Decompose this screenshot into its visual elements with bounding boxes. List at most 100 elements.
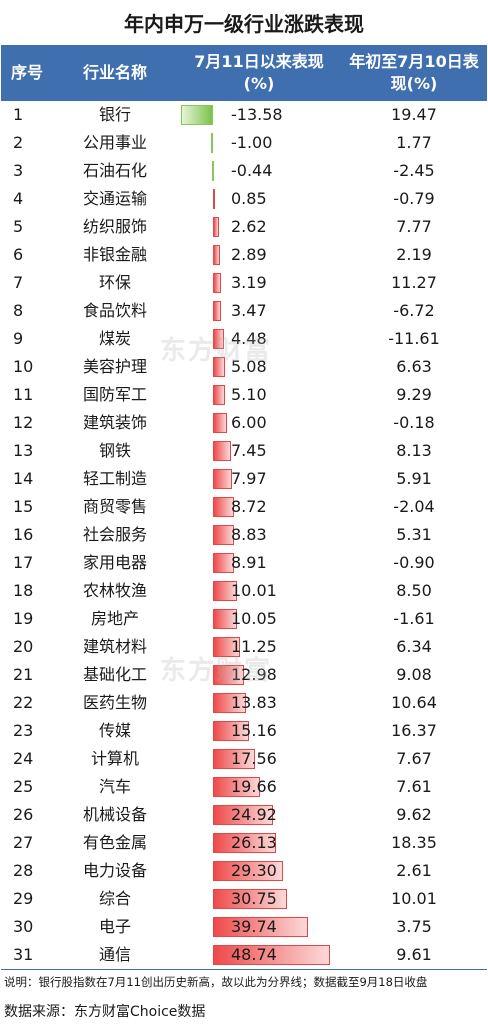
data-bar	[213, 637, 240, 657]
row-ytd-value: 6.34	[396, 637, 432, 656]
row-ytd-value: -2.04	[393, 497, 435, 516]
row-ytd-value: -2.45	[393, 161, 435, 180]
data-bar	[210, 133, 213, 153]
row-ytd-value: 11.27	[391, 273, 437, 292]
row-index: 3	[13, 161, 24, 180]
row-since-value: 10.05	[231, 609, 277, 628]
row-since-cell: 29.30	[177, 857, 341, 885]
row-index: 12	[13, 413, 34, 432]
row-since-cell: 39.74	[177, 913, 341, 941]
row-since-value: 17.56	[231, 749, 277, 768]
table-row: 30 电子 39.74 3.75	[1, 913, 487, 941]
row-industry-name: 建筑材料	[82, 637, 147, 656]
row-since-cell: 7.97	[177, 465, 341, 493]
row-since-cell: 19.66	[177, 773, 341, 801]
row-industry-name: 有色金属	[82, 833, 147, 852]
data-bar	[213, 721, 250, 741]
data-bar	[213, 889, 287, 909]
row-since-value: 7.97	[231, 469, 267, 488]
table-bottom-divider	[1, 969, 487, 970]
row-industry-name: 通信	[98, 945, 131, 964]
row-ytd-value: 5.31	[396, 525, 432, 544]
table-row: 19 房地产 10.05 -1.61	[1, 605, 487, 633]
row-since-value: 0.85	[231, 189, 267, 208]
table-row: 17 家用电器 8.91 -0.90	[1, 549, 487, 577]
row-industry-name: 非银金融	[82, 245, 147, 264]
row-ytd-value: 19.47	[391, 105, 437, 124]
data-bar	[213, 777, 261, 797]
row-industry-name: 美容护理	[82, 357, 147, 376]
row-since-value: 3.19	[231, 273, 267, 292]
row-industry-name: 环保	[98, 273, 131, 292]
row-industry-name: 社会服务	[82, 525, 147, 544]
row-industry-name: 电子	[98, 917, 131, 936]
chart-title: 年内申万一级行业涨跌表现	[124, 11, 364, 36]
row-index: 21	[13, 665, 34, 684]
data-bar	[213, 525, 235, 545]
row-since-cell: 10.01	[177, 577, 341, 605]
header-since-jul11: 7月11日以来表现(%)	[177, 45, 341, 101]
row-since-cell: 0.85	[177, 185, 341, 213]
watermark-bottom: 东方财富	[160, 656, 273, 686]
row-since-cell: 24.92	[177, 801, 341, 829]
row-index: 19	[13, 609, 34, 628]
row-industry-name: 煤炭	[98, 329, 131, 348]
table-row: 18 农林牧渔 10.01 8.50	[1, 577, 487, 605]
row-since-value: 12.98	[231, 665, 277, 684]
row-index: 31	[13, 945, 34, 964]
row-ytd-value: 10.64	[391, 693, 437, 712]
row-industry-name: 医药生物	[82, 693, 147, 712]
row-index: 9	[13, 329, 24, 348]
table-row: 23 传媒 15.16 16.37	[1, 717, 487, 745]
row-ytd-value: 1.77	[396, 133, 432, 152]
row-index: 6	[13, 245, 24, 264]
data-bar	[211, 161, 214, 181]
table-row: 16 社会服务 8.83 5.31	[1, 521, 487, 549]
row-since-value: 5.08	[231, 357, 267, 376]
row-since-value: 10.01	[231, 581, 277, 600]
row-since-cell: 13.83	[177, 689, 341, 717]
row-industry-name: 国防军工	[82, 385, 147, 404]
row-industry-name: 建筑装饰	[82, 413, 147, 432]
row-ytd-value: 8.50	[396, 581, 432, 600]
row-industry-name: 传媒	[98, 721, 131, 740]
data-bar	[213, 301, 222, 321]
row-industry-name: 食品饮料	[82, 301, 147, 320]
row-since-cell: 5.10	[177, 381, 341, 409]
row-ytd-value: -1.61	[393, 609, 435, 628]
row-ytd-value: 6.63	[396, 357, 432, 376]
table-row: 5 纺织服饰 2.62 7.77	[1, 213, 487, 241]
row-industry-name: 基础化工	[82, 665, 147, 684]
data-bar	[213, 217, 220, 237]
data-source: 数据来源：东方财富Choice数据	[4, 1004, 206, 1020]
table-row: 29 综合 30.75 10.01	[1, 885, 487, 913]
row-since-value: 24.92	[231, 805, 277, 824]
row-since-value: 29.30	[231, 861, 277, 880]
row-index: 20	[13, 637, 34, 656]
row-since-cell: 11.25	[177, 633, 341, 661]
row-ytd-value: -6.72	[393, 301, 435, 320]
header-industry-name: 行业名称	[82, 63, 147, 82]
row-industry-name: 交通运输	[82, 189, 147, 208]
row-since-cell: -1.00	[177, 129, 341, 157]
row-ytd-value: 2.61	[396, 861, 432, 880]
data-bar	[213, 329, 224, 349]
row-since-cell: 17.56	[177, 745, 341, 773]
row-since-value: 8.91	[231, 553, 267, 572]
row-index: 23	[13, 721, 34, 740]
table-row: 24 计算机 17.56 7.67	[1, 745, 487, 773]
row-index: 16	[13, 525, 34, 544]
row-since-cell: 8.91	[177, 549, 341, 577]
table-row: 1 银行 -13.58 19.47	[1, 101, 487, 129]
row-ytd-value: 18.35	[391, 833, 437, 852]
row-since-value: 19.66	[231, 777, 277, 796]
row-since-cell: 5.08	[177, 353, 341, 381]
row-since-value: 5.10	[231, 385, 267, 404]
data-bar	[213, 609, 238, 629]
row-index: 22	[13, 693, 34, 712]
row-since-value: 8.83	[231, 525, 267, 544]
row-since-cell: 30.75	[177, 885, 341, 913]
row-index: 24	[13, 749, 34, 768]
row-since-cell: 2.89	[177, 241, 341, 269]
row-index: 1	[13, 105, 24, 124]
